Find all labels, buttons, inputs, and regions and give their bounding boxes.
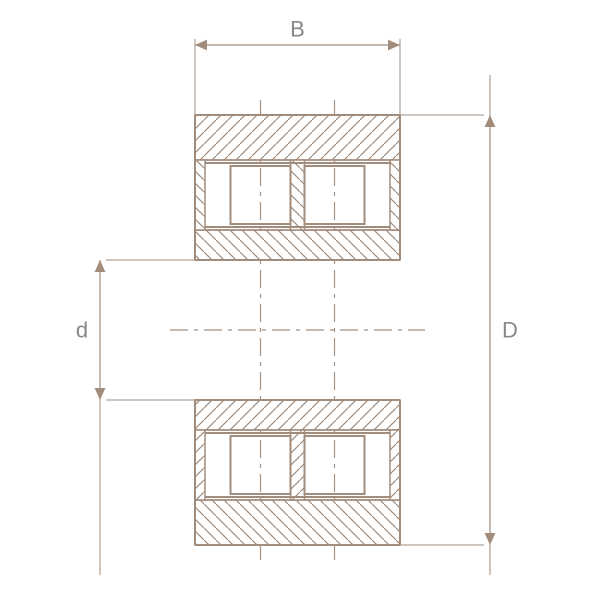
label-d: d <box>76 318 88 343</box>
label-B: B <box>290 17 305 42</box>
label-D: D <box>502 318 518 343</box>
